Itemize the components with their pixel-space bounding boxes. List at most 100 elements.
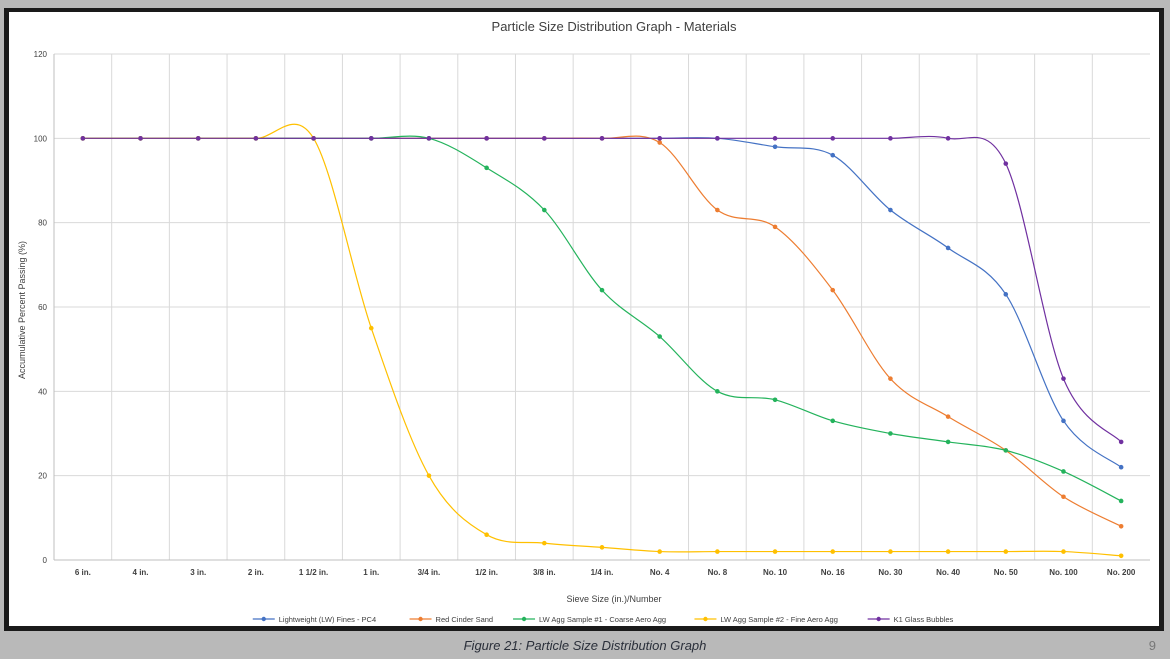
x-tick-label: 6 in. <box>75 568 91 577</box>
data-point <box>599 136 605 141</box>
data-point <box>657 549 662 554</box>
y-tick-label: 100 <box>34 134 48 143</box>
data-point <box>945 439 951 445</box>
data-point <box>830 136 836 141</box>
data-point <box>657 334 662 339</box>
data-point <box>715 549 720 554</box>
x-tick-label: 1 1/2 in. <box>299 568 328 577</box>
series-line <box>82 135 1122 443</box>
y-tick-label: 20 <box>38 472 47 481</box>
x-tick-label: No. 4 <box>650 568 670 577</box>
series-line <box>82 135 1122 527</box>
data-point <box>599 287 605 293</box>
data-point <box>945 414 951 419</box>
data-point <box>542 136 547 141</box>
data-point <box>1061 549 1066 554</box>
data-point <box>1061 494 1066 500</box>
legend-item: K1 Glass Bubbles <box>867 615 954 624</box>
data-point <box>888 207 893 213</box>
legend-swatch-marker <box>876 616 881 622</box>
series-3 <box>80 123 1124 559</box>
x-axis-label: Sieve Size (in.)/Number <box>566 594 661 604</box>
y-tick-label: 40 <box>38 387 47 396</box>
legend-label: LW Agg Sample #1 - Coarse Aero Agg <box>539 615 666 624</box>
data-point <box>715 207 720 213</box>
data-point <box>1118 464 1124 470</box>
series-0 <box>80 136 1124 470</box>
x-tick-label: No. 8 <box>708 568 728 577</box>
series-line <box>82 123 1122 557</box>
data-point <box>945 136 951 141</box>
data-point <box>945 245 951 251</box>
legend-item: LW Agg Sample #2 - Fine Aero Agg <box>694 615 838 624</box>
data-point <box>945 549 951 554</box>
data-point <box>542 207 547 213</box>
x-tick-label: No. 30 <box>878 568 903 577</box>
legend-swatch-marker <box>703 616 708 622</box>
legend-item: LW Agg Sample #1 - Coarse Aero Agg <box>513 615 666 624</box>
data-point <box>772 224 778 230</box>
y-tick-label: 120 <box>34 50 48 59</box>
data-point <box>715 389 720 394</box>
data-point <box>368 325 374 331</box>
data-point <box>888 431 893 436</box>
legend-item: Red Cinder Sand <box>409 615 494 624</box>
series-4 <box>80 135 1124 445</box>
series-line <box>82 137 1122 468</box>
chart-frame: Particle Size Distribution Graph - Mater… <box>4 8 1164 631</box>
data-point <box>1061 418 1066 424</box>
data-point <box>772 144 778 150</box>
data-point <box>542 540 547 546</box>
x-tick-label: 1/4 in. <box>591 568 614 577</box>
data-point <box>772 549 778 554</box>
series-lines <box>80 123 1124 559</box>
series-line <box>82 135 1122 502</box>
legend: Lightweight (LW) Fines - PC4 Red Cinder S… <box>252 615 954 624</box>
figure-caption: Figure 21: Particle Size Distribution Gr… <box>463 638 707 653</box>
data-point <box>1118 553 1124 559</box>
data-point <box>1061 469 1066 474</box>
x-tick-label: No. 100 <box>1049 568 1078 577</box>
x-tick-label: No. 200 <box>1107 568 1136 577</box>
data-point <box>772 397 778 403</box>
page-number: 9 <box>1148 638 1156 653</box>
data-point <box>1003 161 1009 166</box>
data-point <box>830 287 836 293</box>
gridlines <box>54 53 1150 560</box>
data-point <box>195 136 201 141</box>
data-point <box>830 152 836 158</box>
legend-item: Lightweight (LW) Fines - PC4 <box>252 615 376 624</box>
chart-title: Particle Size Distribution Graph - Mater… <box>492 19 737 34</box>
data-point <box>772 136 778 141</box>
data-point <box>830 418 836 424</box>
legend-label: Red Cinder Sand <box>436 615 494 624</box>
data-point <box>830 549 836 554</box>
x-tick-label: 3/4 in. <box>418 568 441 577</box>
series-1 <box>80 135 1124 529</box>
data-point <box>657 136 662 141</box>
data-point <box>1003 549 1009 554</box>
x-tick-label: No. 50 <box>994 568 1019 577</box>
data-point <box>484 532 489 537</box>
data-point <box>253 136 259 141</box>
data-point <box>80 136 86 141</box>
x-tick-label: 4 in. <box>133 568 149 577</box>
x-tick-label: 3 in. <box>190 568 206 577</box>
data-point <box>888 376 893 381</box>
x-tick-label: 3/8 in. <box>533 568 556 577</box>
y-axis-label: Accumulative Percent Passing (%) <box>17 241 27 379</box>
y-tick-labels: 0 20 40 60 80 100 120 <box>34 50 48 565</box>
legend-swatch-marker <box>418 616 423 622</box>
legend-label: LW Agg Sample #2 - Fine Aero Agg <box>720 615 837 624</box>
particle-size-chart: Particle Size Distribution Graph - Mater… <box>17 19 1150 624</box>
data-point <box>138 136 143 141</box>
series-2 <box>80 135 1124 504</box>
x-tick-label: 1/2 in. <box>475 568 498 577</box>
data-point <box>1003 292 1009 297</box>
data-point <box>888 549 893 554</box>
data-point <box>1061 376 1066 381</box>
x-tick-label: 2 in. <box>248 568 264 577</box>
data-point <box>715 136 720 141</box>
x-tick-label: No. 40 <box>936 568 961 577</box>
axes <box>53 54 1150 561</box>
